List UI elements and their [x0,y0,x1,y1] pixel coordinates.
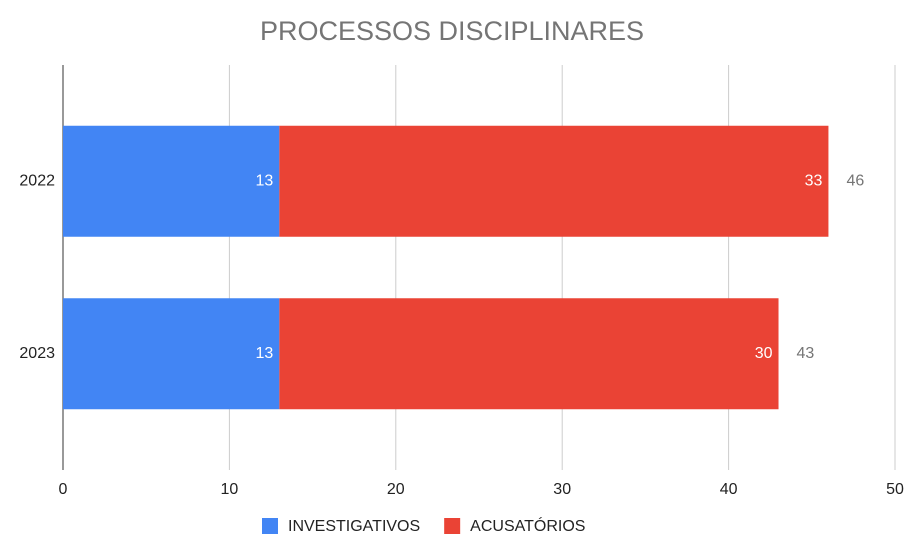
legend-swatch [444,518,461,534]
value-label: 13 [256,172,274,189]
x-tick-label: 20 [387,481,405,498]
legend-label: INVESTIGATIVOS [288,518,420,535]
value-label: 33 [805,172,823,189]
y-tick-label: 2023 [19,345,55,362]
x-tick-label: 10 [221,481,239,498]
x-tick-label: 50 [886,481,904,498]
legend-label: ACUSATÓRIOS [470,516,585,535]
total-label: 43 [797,345,815,362]
x-tick-label: 30 [553,481,571,498]
x-tick-label: 0 [59,481,68,498]
bar [279,125,829,237]
bar [63,125,280,237]
value-label: 30 [755,345,773,362]
bar [63,298,280,410]
bar [279,298,779,410]
y-tick-label: 2022 [19,172,55,189]
value-label: 13 [256,345,274,362]
legend-swatch [262,518,278,534]
total-label: 46 [846,172,864,189]
x-tick-label: 40 [720,481,738,498]
chart-title: PROCESSOS DISCIPLINARES [260,16,644,46]
